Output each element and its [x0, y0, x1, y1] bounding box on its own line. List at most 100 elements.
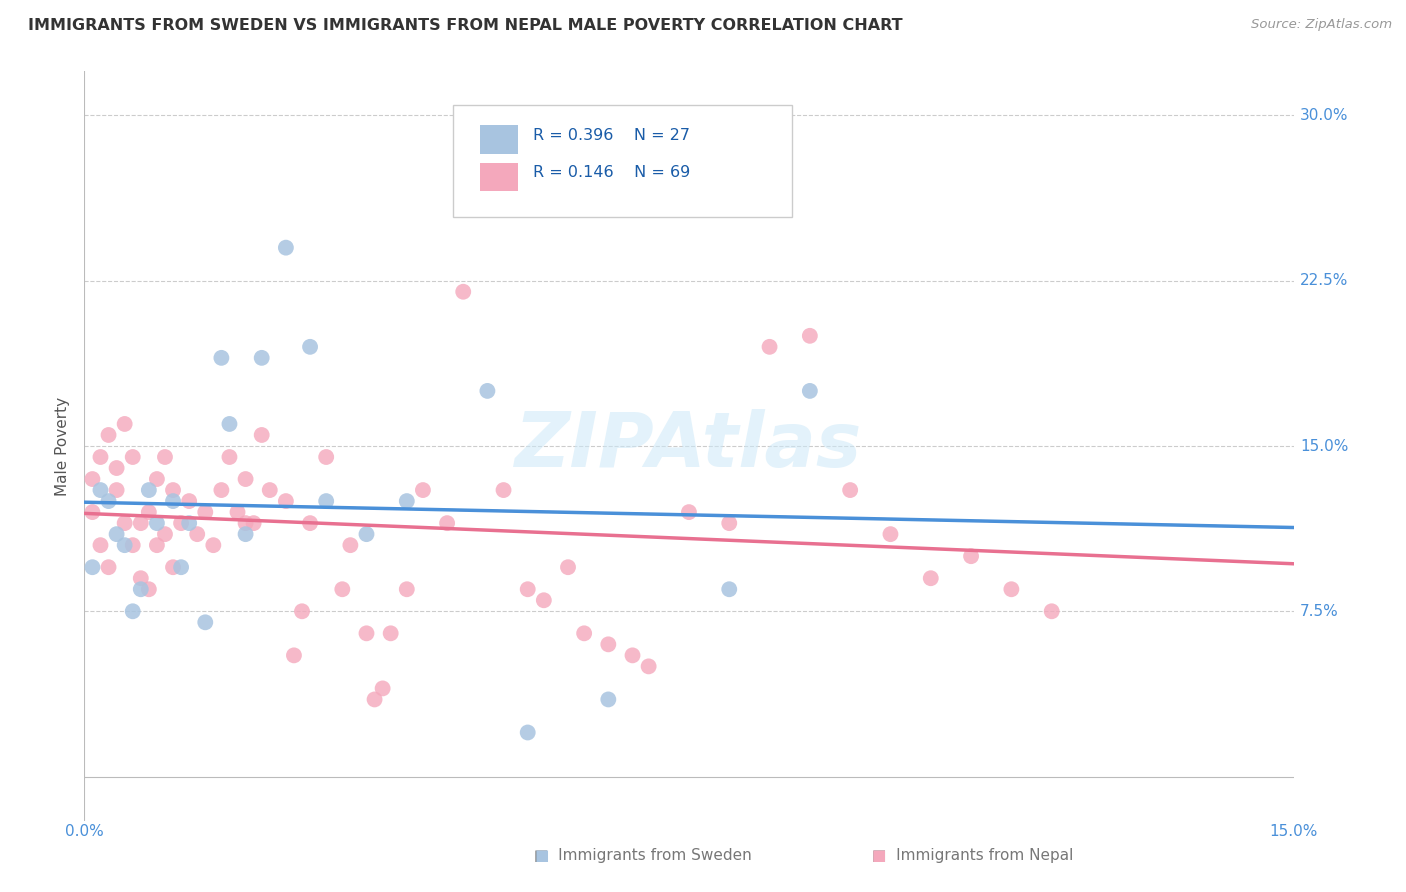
Point: [162, 560, 184, 574]
Point: [259, 483, 281, 497]
Text: ■  Immigrants from Sweden: ■ Immigrants from Sweden: [534, 848, 752, 863]
Point: [451, 285, 474, 299]
Point: [235, 527, 257, 541]
Text: IMMIGRANTS FROM SWEDEN VS IMMIGRANTS FROM NEPAL MALE POVERTY CORRELATION CHART: IMMIGRANTS FROM SWEDEN VS IMMIGRANTS FRO…: [28, 18, 903, 33]
Point: [162, 494, 184, 508]
Point: [315, 494, 337, 508]
Point: [299, 516, 322, 530]
Point: [412, 483, 434, 497]
Point: [114, 516, 136, 530]
Point: [1000, 582, 1022, 597]
Text: ■  Immigrants from Nepal: ■ Immigrants from Nepal: [872, 848, 1073, 863]
Point: [97, 494, 120, 508]
Point: [395, 494, 418, 508]
Point: [678, 505, 700, 519]
Point: [492, 483, 515, 497]
Point: [799, 384, 821, 398]
Point: [146, 516, 169, 530]
Point: [146, 472, 169, 486]
Point: [380, 626, 402, 640]
Point: [226, 505, 249, 519]
Point: [436, 516, 458, 530]
Point: [274, 494, 297, 508]
Point: [138, 483, 160, 497]
FancyBboxPatch shape: [479, 125, 519, 153]
Point: [170, 560, 193, 574]
Point: [209, 483, 232, 497]
Point: [194, 615, 217, 630]
Point: [572, 626, 595, 640]
Point: [209, 351, 232, 365]
Point: [250, 351, 273, 365]
Point: [170, 516, 193, 530]
Text: R = 0.146    N = 69: R = 0.146 N = 69: [533, 165, 690, 180]
Point: [920, 571, 942, 585]
Point: [218, 417, 240, 431]
Point: [179, 516, 201, 530]
Point: [621, 648, 644, 663]
Text: Source: ZipAtlas.com: Source: ZipAtlas.com: [1251, 18, 1392, 31]
Point: [82, 472, 104, 486]
Point: [477, 163, 499, 178]
Text: ■: ■: [534, 847, 548, 863]
Point: [839, 483, 862, 497]
Point: [235, 516, 257, 530]
Point: [138, 582, 160, 597]
Point: [235, 472, 257, 486]
Point: [194, 505, 217, 519]
Text: 15.0%: 15.0%: [1270, 824, 1317, 839]
Point: [89, 538, 111, 552]
Point: [330, 582, 353, 597]
Text: ZIPAtlas: ZIPAtlas: [515, 409, 863, 483]
Point: [274, 241, 297, 255]
Point: [758, 340, 780, 354]
Point: [114, 538, 136, 552]
Point: [718, 516, 741, 530]
FancyBboxPatch shape: [479, 162, 519, 191]
Point: [356, 626, 378, 640]
Point: [250, 428, 273, 442]
Point: [162, 483, 184, 497]
Point: [121, 604, 143, 618]
Point: [179, 494, 201, 508]
Point: [218, 450, 240, 464]
Text: 30.0%: 30.0%: [1301, 108, 1348, 123]
Point: [879, 527, 901, 541]
Point: [153, 527, 176, 541]
Point: [598, 637, 620, 651]
FancyBboxPatch shape: [453, 105, 792, 218]
Point: [129, 516, 152, 530]
Point: [637, 659, 659, 673]
Point: [121, 450, 143, 464]
Point: [283, 648, 305, 663]
Point: [89, 483, 111, 497]
Text: 0.0%: 0.0%: [65, 824, 104, 839]
Point: [299, 340, 322, 354]
Point: [105, 483, 128, 497]
Point: [114, 417, 136, 431]
Point: [121, 538, 143, 552]
Text: ■: ■: [872, 847, 886, 863]
Point: [105, 461, 128, 475]
Point: [718, 582, 741, 597]
Point: [395, 582, 418, 597]
Text: R = 0.396    N = 27: R = 0.396 N = 27: [533, 128, 690, 143]
Point: [516, 582, 538, 597]
Point: [516, 725, 538, 739]
Point: [82, 560, 104, 574]
Text: 22.5%: 22.5%: [1301, 273, 1348, 288]
Point: [356, 527, 378, 541]
Point: [138, 505, 160, 519]
Point: [146, 538, 169, 552]
Point: [97, 428, 120, 442]
Point: [129, 571, 152, 585]
Point: [315, 450, 337, 464]
Point: [242, 516, 264, 530]
Point: [82, 505, 104, 519]
Point: [598, 692, 620, 706]
Text: Male Poverty: Male Poverty: [55, 396, 70, 496]
Point: [533, 593, 555, 607]
Point: [105, 527, 128, 541]
Point: [371, 681, 394, 696]
Text: 15.0%: 15.0%: [1301, 439, 1348, 453]
